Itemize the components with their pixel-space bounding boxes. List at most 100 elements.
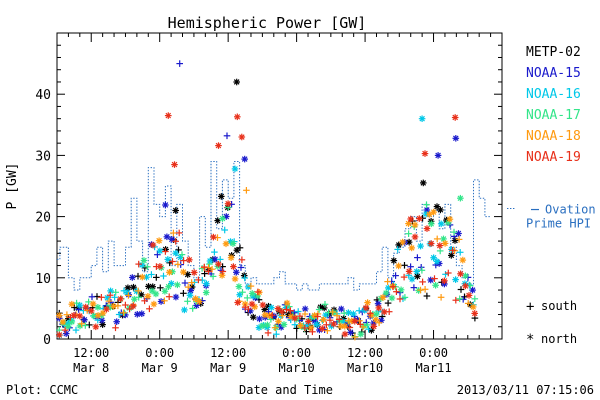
- scatter-point: [372, 316, 380, 323]
- scatter-point: [175, 229, 183, 237]
- scatter-point: [437, 294, 445, 301]
- scatter-point: [330, 320, 337, 328]
- scatter-point: [405, 268, 413, 275]
- scatter-point: [172, 238, 179, 245]
- scatter-point: [375, 304, 383, 312]
- x-tick-label-time: 12:00: [347, 346, 383, 360]
- scatter-point: [434, 152, 442, 159]
- chart-title: Hemispheric Power [GW]: [168, 14, 367, 32]
- scatter-point: [75, 306, 82, 313]
- scatter-point: [186, 292, 194, 299]
- hpi-legend-label: Ovation: [545, 203, 596, 217]
- scatter-point: [154, 251, 161, 258]
- scatter-point: [56, 331, 63, 339]
- scatter-point: [105, 297, 113, 305]
- legend-entry: NOAA-18: [526, 129, 581, 144]
- scatter-point: [139, 273, 146, 281]
- scatter-point: [401, 294, 409, 301]
- scatter-point: [313, 321, 320, 328]
- scatter-point: [423, 201, 430, 208]
- scatter-point: [120, 309, 127, 317]
- scatter-point: [450, 228, 458, 236]
- scatter-point: [411, 233, 419, 241]
- scatter-point: [208, 265, 216, 273]
- y-axis-label: P [GW]: [5, 163, 20, 210]
- scatter-point: [335, 316, 343, 323]
- scatter-point: [110, 303, 117, 310]
- scatter-point: [448, 246, 455, 253]
- scatter-point: [172, 207, 179, 214]
- scatter-point: [341, 322, 349, 330]
- x-tick-label-date: Mar10: [279, 361, 315, 375]
- scatter-point: [176, 60, 183, 67]
- scatter-point: [278, 308, 285, 316]
- scatter-point: [161, 297, 168, 305]
- scatter-point: [76, 312, 84, 320]
- scatter-point: [129, 274, 136, 281]
- scatter-point: [125, 292, 132, 299]
- plot-credit: Plot: CCMC: [6, 383, 78, 397]
- scatter-point: [216, 256, 224, 263]
- scatter-point: [283, 299, 291, 307]
- scatter-point: [229, 240, 237, 247]
- scatter-point: [338, 305, 345, 313]
- scatter-point: [113, 318, 120, 325]
- scatter-point: [428, 220, 435, 228]
- scatter-point: [221, 226, 228, 234]
- scatter-point: [94, 304, 102, 311]
- scatter-point: [446, 215, 454, 223]
- scatter-point: [239, 288, 246, 296]
- scatter-point: [245, 305, 252, 313]
- scatter-point: [420, 179, 427, 187]
- scatter-point: [124, 284, 132, 292]
- y-tick-label: 10: [35, 272, 51, 287]
- scatter-point: [370, 323, 378, 330]
- scatter-point: [134, 311, 141, 318]
- scatter-point: [165, 293, 173, 300]
- scatter-point: [366, 310, 374, 317]
- y-tick-label: 30: [35, 149, 51, 164]
- scatter-point: [215, 142, 222, 149]
- scatter-point: [301, 305, 309, 313]
- scatter-point: [99, 321, 106, 328]
- scatter-point: [301, 324, 309, 332]
- scatter-point: [457, 270, 464, 278]
- scatter-point: [357, 321, 364, 328]
- scatter-point: [390, 257, 398, 264]
- scatter-point: [180, 257, 187, 264]
- scatter-point: [462, 272, 469, 280]
- scatter-point: [81, 316, 88, 324]
- scatter-point: [452, 296, 460, 304]
- scatter-point: [364, 321, 371, 329]
- scatter-points-layer: [56, 60, 479, 341]
- scatter-point: [238, 133, 246, 141]
- scatter-point: [155, 237, 163, 244]
- scatter-point: [408, 244, 415, 252]
- scatter-point: [201, 263, 208, 271]
- scatter-point: [175, 246, 182, 254]
- scatter-point: [233, 269, 240, 276]
- scatter-point: [433, 258, 441, 265]
- scatter-point: [138, 261, 146, 269]
- scatter-point: [150, 300, 158, 308]
- scatter-point: [437, 206, 444, 214]
- scatter-point: [92, 323, 100, 331]
- scatter-point: [269, 311, 276, 319]
- scatter-point: [148, 271, 155, 278]
- x-tick-label-date: Mar11: [415, 361, 451, 375]
- scatter-point: [351, 318, 359, 325]
- scatter-point: [164, 112, 172, 119]
- scatter-point: [112, 324, 119, 332]
- scatter-point: [433, 235, 441, 243]
- scatter-point: [161, 288, 169, 295]
- asterisk-marker-icon: *: [526, 332, 534, 348]
- scatter-point: [271, 324, 279, 331]
- scatter-point: [153, 274, 160, 281]
- scatter-point: [149, 283, 156, 290]
- scatter-point: [445, 269, 452, 277]
- scatter-point: [264, 321, 271, 329]
- scatter-point: [264, 329, 272, 337]
- scatter-point: [112, 289, 119, 296]
